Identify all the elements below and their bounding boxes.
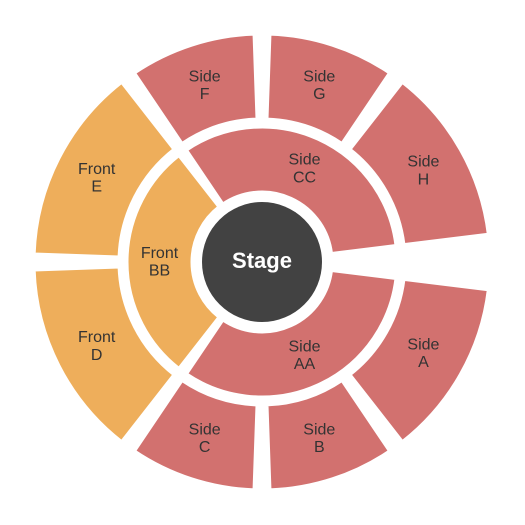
seating-chart: FrontBBSideCCSideAAFrontDFrontESideFSide…: [0, 0, 525, 525]
stage-label: Stage: [232, 248, 292, 273]
